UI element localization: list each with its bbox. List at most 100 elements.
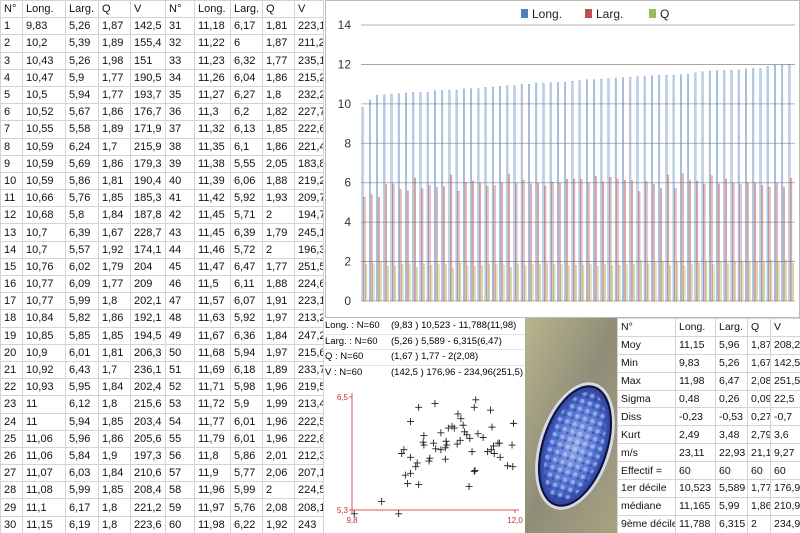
cell: 10,47 bbox=[22, 68, 66, 87]
bar bbox=[665, 75, 668, 302]
cell: 1,84 bbox=[98, 464, 131, 483]
bar bbox=[638, 191, 641, 302]
cell: 38 bbox=[165, 137, 195, 156]
cell: 5,58 bbox=[65, 120, 99, 139]
point bbox=[419, 438, 427, 446]
bar bbox=[479, 182, 482, 302]
header-cell: Larg. bbox=[230, 0, 263, 19]
cell: 10,68 bbox=[22, 206, 66, 225]
bar bbox=[790, 178, 793, 302]
cell: 5,95 bbox=[65, 378, 99, 397]
cell: 43 bbox=[165, 223, 195, 242]
bar bbox=[361, 107, 364, 302]
cell: 232,2 bbox=[294, 85, 324, 105]
cell: 197,3 bbox=[130, 446, 166, 466]
cell: 11,165 bbox=[675, 496, 716, 516]
cell: 1,77 bbox=[262, 257, 295, 277]
bar bbox=[746, 182, 749, 302]
header-cell: Larg. bbox=[715, 318, 748, 337]
bar bbox=[607, 78, 610, 302]
cell: 48 bbox=[165, 309, 195, 328]
cell: 2 bbox=[747, 514, 771, 533]
cell: 9,83 bbox=[675, 353, 716, 373]
bar bbox=[774, 65, 776, 302]
point bbox=[442, 437, 450, 445]
bar bbox=[734, 262, 737, 302]
cell: 1,86 bbox=[98, 103, 131, 122]
cell: 1,96 bbox=[262, 412, 295, 431]
cell: 20 bbox=[0, 343, 23, 362]
cell: 11,63 bbox=[194, 309, 231, 328]
cell: 1,84 bbox=[98, 378, 131, 397]
cell: 45 bbox=[165, 257, 195, 277]
cell: 16 bbox=[0, 274, 23, 294]
cell: 205,6 bbox=[130, 429, 166, 448]
bar bbox=[629, 77, 632, 302]
cell: 11,45 bbox=[194, 206, 231, 225]
header-cell: Q bbox=[98, 0, 131, 19]
bar bbox=[455, 89, 458, 302]
cell: 11,27 bbox=[194, 85, 231, 105]
point bbox=[378, 498, 386, 506]
cell: 11,8 bbox=[194, 446, 231, 466]
point bbox=[407, 453, 415, 461]
cell: 11,97 bbox=[194, 498, 231, 517]
bar bbox=[486, 186, 489, 302]
bar bbox=[596, 265, 599, 302]
bar bbox=[788, 64, 791, 302]
cell: 6,2 bbox=[230, 103, 263, 122]
row: Max 11,98 6,47 2,08 251,5 bbox=[617, 371, 800, 391]
bar bbox=[399, 189, 402, 302]
bar bbox=[669, 265, 671, 302]
cell: 6,03 bbox=[65, 464, 99, 483]
cell: 194,7 bbox=[294, 206, 324, 225]
cell: 26 bbox=[0, 446, 23, 466]
cell: 185,3 bbox=[130, 189, 166, 208]
cell: 10,59 bbox=[22, 171, 66, 191]
cell: 11,15 bbox=[22, 515, 66, 533]
bar bbox=[394, 265, 397, 302]
cell: 11 bbox=[0, 189, 23, 208]
cell: 60 bbox=[715, 461, 748, 481]
bar bbox=[546, 263, 548, 302]
cell: 245,1 bbox=[294, 223, 324, 242]
bar bbox=[419, 92, 422, 302]
cell: 10,84 bbox=[22, 309, 66, 328]
row: 25 11,06 5,96 1,86 205,6 55 11,79 6,01 1,96 222,8 bbox=[0, 429, 324, 448]
cell: 2,05 bbox=[262, 154, 295, 173]
cell: 1,84 bbox=[98, 206, 131, 225]
row: Min 9,83 5,26 1,67 142,5 bbox=[617, 353, 800, 373]
bar bbox=[614, 78, 617, 302]
cell: 1er décile bbox=[617, 479, 676, 498]
cell: 0,27 bbox=[747, 407, 771, 427]
bar bbox=[365, 263, 368, 302]
cell: 6,13 bbox=[230, 120, 263, 139]
cell: 6,1 bbox=[230, 137, 263, 156]
x-tick-label: 12,0 bbox=[507, 516, 523, 525]
cell: 1,85 bbox=[262, 120, 295, 139]
point bbox=[430, 439, 437, 447]
bar bbox=[484, 87, 487, 302]
row: 29 11,1 6,17 1,8 221,2 59 11,97 5,76 2,08 208,1 bbox=[0, 498, 324, 517]
summary: Long. : N=60 (9,83 ) 10,523 - 11,788(11,9… bbox=[325, 319, 525, 379]
bar bbox=[582, 265, 585, 302]
cell: Diss bbox=[617, 407, 676, 427]
cell: 1,97 bbox=[262, 343, 295, 362]
cell: 53 bbox=[165, 395, 195, 414]
legend-label: Long. bbox=[532, 7, 562, 21]
bar bbox=[502, 265, 505, 302]
cell: 5,99 bbox=[230, 481, 263, 500]
bar bbox=[383, 94, 386, 302]
cell: 1,86 bbox=[262, 137, 295, 156]
bar bbox=[690, 263, 693, 302]
bar bbox=[580, 179, 583, 302]
bar bbox=[745, 68, 747, 302]
cell: Min bbox=[617, 353, 676, 373]
cell: 215,2 bbox=[294, 68, 324, 87]
bar bbox=[681, 173, 684, 302]
bar bbox=[466, 265, 469, 302]
cell: 5,94 bbox=[65, 412, 99, 431]
cell: 24 bbox=[0, 412, 23, 431]
cell: 60 bbox=[747, 461, 771, 481]
cell: 6,01 bbox=[230, 412, 263, 431]
